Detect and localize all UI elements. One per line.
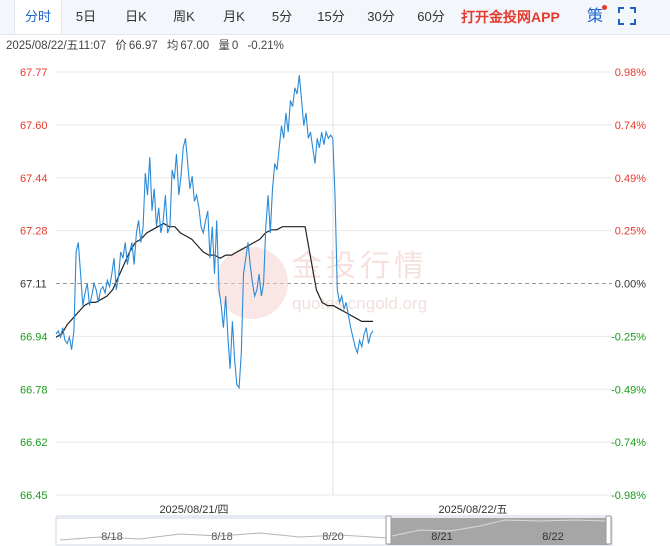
price-line [55,75,374,390]
y-tick-label: 67.60 [20,120,48,132]
y-tick-label: 66.78 [20,384,48,396]
pct-axis-labels: 0.98% 0.74% 0.49% 0.25% 0.00% -0.25% -0.49% -0.… [611,67,646,502]
tab-30-min[interactable]: 30分 [367,9,395,24]
y-tick-label: 67.28 [20,226,48,238]
fullscreen-icon[interactable] [618,7,636,25]
pct-tick-label: -0.49% [611,384,646,396]
session-label-0821: 2025/08/21/四 [159,504,228,516]
price-label: 价 [115,40,127,52]
avg-value: 67.00 [180,40,210,52]
navigator-right-handle[interactable] [605,515,612,545]
average-price-line [55,222,373,338]
y-tick-label: 66.45 [20,490,48,502]
session-label-0822: 2025/08/22/五 [438,504,507,516]
tab-5-min[interactable]: 5分 [271,9,293,24]
navigator-date-label: 8/21 [431,531,452,543]
notification-dot [602,5,607,10]
period-tab-bar: 分时 5日 日K 周K 月K 5分 15分 30分 60分 打开金投网APP 策 [0,0,670,35]
tab-intraday[interactable]: 分时 [14,0,62,34]
y-tick-label: 67.77 [20,67,48,79]
avg-label: 均 [166,40,179,52]
tab-15-min[interactable]: 15分 [317,9,345,24]
session-label-bar: 2025/08/21/四 2025/08/22/五 [0,501,670,517]
pct-tick-label: 0.00% [615,279,646,291]
pct-tick-label: 0.25% [615,226,646,238]
strategy-button[interactable]: 策 [587,8,604,25]
open-app-link[interactable]: 打开金投网APP [461,9,560,25]
pct-tick-label: 0.98% [615,67,646,79]
y-tick-label: 66.94 [20,331,48,343]
navigator-date-label: 8/18 [211,531,232,543]
pct-tick-label: -0.98% [611,490,646,502]
chart-grid [56,71,612,496]
range-navigator[interactable]: 8/18 8/18 8/20 8/21 8/22 [55,515,613,546]
navigator-date-label: 8/18 [101,531,122,543]
navigator-left-handle[interactable] [385,515,392,545]
tab-60-min[interactable]: 60分 [417,9,445,24]
tab-5-day[interactable]: 5日 [75,9,97,24]
tab-monthly-k[interactable]: 月K [223,9,245,24]
change-percent: -0.21% [247,40,284,52]
watermark-en: quotes.cngold.org [292,294,427,313]
navigator-date-label: 8/22 [542,531,563,543]
pct-tick-label: 0.74% [615,120,646,132]
navigator-selected-range[interactable] [390,518,608,545]
volume-label: 量 [218,40,230,52]
price-value: 66.97 [128,40,158,52]
y-tick-label: 67.11 [20,279,47,291]
y-axis-labels: 67.77 67.60 67.44 67.28 67.11 66.94 66.78 66.62… [20,67,48,502]
pct-tick-label: -0.74% [611,437,646,449]
navigator-date-label: 8/20 [322,531,343,543]
pct-tick-label: -0.25% [611,331,646,343]
pct-tick-label: 0.49% [615,173,646,185]
y-tick-label: 66.62 [20,437,48,449]
tab-weekly-k[interactable]: 周K [173,9,195,24]
y-tick-label: 67.44 [20,173,48,185]
volume-value: 0 [231,40,239,52]
tab-daily-k[interactable]: 日K [125,9,147,24]
quote-datetime: 2025/08/22/五11:07 [6,40,107,52]
